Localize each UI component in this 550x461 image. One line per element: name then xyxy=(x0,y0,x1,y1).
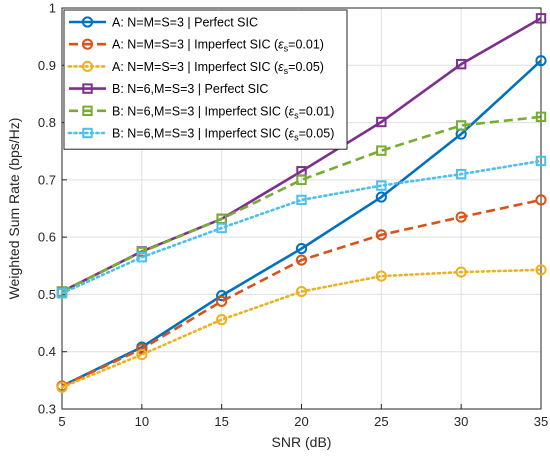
data-point xyxy=(56,288,68,299)
data-point xyxy=(295,285,308,298)
data-point xyxy=(455,58,467,70)
legend-label: A: N=M=S=3 | Imperfect SIC (εs=0.01) xyxy=(112,38,324,54)
legend-box xyxy=(63,9,348,150)
data-point xyxy=(455,266,467,278)
data-point xyxy=(295,254,308,266)
legend-label: A: N=M=S=3 | Imperfect SIC (εs=0.05) xyxy=(112,60,324,76)
series-3 xyxy=(56,264,547,393)
data-point xyxy=(376,145,387,156)
legend-swatch-marker xyxy=(81,16,94,28)
legend: A: N=M=S=3 | Perfect SIC A: N=M=S=3 | Imp… xyxy=(63,9,348,150)
data-point xyxy=(296,194,307,206)
legend-swatch-marker xyxy=(82,83,93,94)
x-tick-label: 20 xyxy=(294,414,308,429)
series-line xyxy=(61,59,542,388)
data-point xyxy=(535,55,547,67)
data-point xyxy=(295,243,308,255)
y-tick-label: 0.5 xyxy=(38,287,56,302)
data-point xyxy=(455,120,467,131)
y-tick-label: 0.6 xyxy=(38,230,56,245)
series-6 xyxy=(56,155,547,299)
legend-label: B: N=6,M=S=3 | Imperfect SIC (εs=0.05) xyxy=(112,127,334,143)
data-point xyxy=(535,264,547,276)
x-tick-label: 25 xyxy=(374,414,388,429)
series-2 xyxy=(56,194,547,392)
legend-swatch-marker xyxy=(81,38,94,50)
x-tick-label: 35 xyxy=(534,414,548,429)
series-group xyxy=(56,13,547,393)
data-point xyxy=(535,194,547,206)
x-tick-label: 15 xyxy=(214,414,228,429)
legend-swatch-marker xyxy=(81,60,94,73)
data-point xyxy=(376,180,387,191)
legend-entry: B: N=6,M=S=3 | Imperfect SIC (εs=0.01) xyxy=(69,104,334,120)
data-point xyxy=(216,314,228,326)
data-point xyxy=(376,116,387,128)
series-line xyxy=(61,198,542,388)
x-tick-label: 10 xyxy=(135,414,149,429)
data-point xyxy=(216,289,228,302)
series-line xyxy=(60,159,543,295)
y-axis-label: Weighted Sum Rate (bps/Hz) xyxy=(6,118,22,300)
data-point xyxy=(136,251,148,263)
y-tick-label: 0.3 xyxy=(38,402,56,417)
y-tick-label: 0.7 xyxy=(38,172,56,187)
legend-entry: A: N=M=S=3 | Perfect SIC xyxy=(69,16,258,30)
legend-label: B: N=6,M=S=3 | Imperfect SIC (εs=0.01) xyxy=(112,104,334,120)
y-tick-label: 0.4 xyxy=(38,344,56,359)
y-tick-label: 0.8 xyxy=(38,115,56,130)
x-axis-label: SNR (dB) xyxy=(272,434,332,450)
data-point xyxy=(216,222,227,234)
legend-label: A: N=M=S=3 | Perfect SIC xyxy=(112,16,258,30)
data-point xyxy=(56,381,68,393)
data-point xyxy=(455,168,467,180)
data-point xyxy=(136,343,148,355)
legend-entry: B: N=6,M=S=3 | Imperfect SIC (εs=0.05) xyxy=(67,127,334,143)
data-point xyxy=(375,229,387,241)
legend-swatch-marker xyxy=(82,105,93,116)
data-point xyxy=(375,270,387,282)
data-point xyxy=(216,295,228,307)
data-point xyxy=(375,191,387,203)
x-tick-label: 5 xyxy=(58,414,65,429)
y-tick-label: 0.9 xyxy=(38,58,56,73)
data-point xyxy=(535,13,547,24)
legend-label: B: N=6,M=S=3 | Perfect SIC xyxy=(112,82,268,96)
data-point xyxy=(535,111,547,123)
series-line xyxy=(60,268,543,389)
data-point xyxy=(136,348,148,361)
data-point xyxy=(296,174,307,186)
legend-entry: A: N=M=S=3 | Imperfect SIC (εs=0.05) xyxy=(67,60,324,76)
data-point xyxy=(455,211,467,223)
x-tick-label: 30 xyxy=(454,414,468,429)
legend-entry: B: N=6,M=S=3 | Perfect SIC xyxy=(69,82,268,96)
axis-ticks: 5 10 15 20 25 30 35 0.3 0.4 0.5 0.6 0.7 0.8 0.9 1 xyxy=(38,1,548,430)
legend-swatch-marker xyxy=(82,127,93,139)
y-tick-label: 1 xyxy=(49,1,56,16)
legend-entry: A: N=M=S=3 | Imperfect SIC (εs=0.01) xyxy=(69,38,324,54)
data-point xyxy=(535,155,547,167)
